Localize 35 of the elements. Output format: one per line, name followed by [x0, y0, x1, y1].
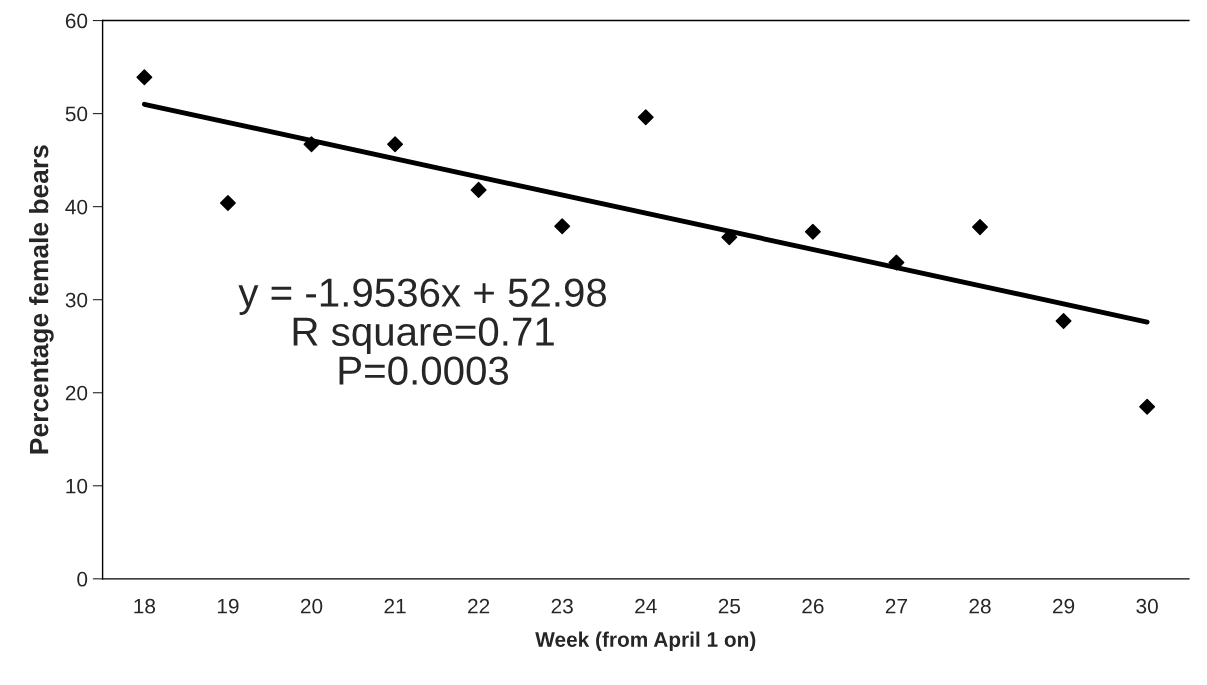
point: [554, 218, 571, 235]
point: [219, 194, 236, 211]
point: [888, 254, 905, 271]
annotation: y = -1.9536x + 52.98 R square=0.71 P=0.0003: [238, 278, 607, 385]
point: [470, 181, 487, 198]
point: [303, 136, 320, 153]
y-tick-label: 0: [77, 571, 88, 587]
x-tick-label: 26: [802, 598, 824, 614]
x-tick-label: 18: [134, 598, 156, 614]
x-tick-label: 29: [1053, 598, 1075, 614]
x-tick-label: 19: [217, 598, 239, 614]
point: [387, 136, 404, 153]
x-tick-label: 28: [969, 598, 991, 614]
point: [1139, 398, 1156, 415]
y-tick-label: 30: [65, 292, 88, 308]
point: [1055, 313, 1072, 330]
y-tick-label: 50: [65, 106, 88, 122]
x-tick-label: 21: [384, 598, 406, 614]
x-tick-label: 22: [468, 598, 490, 614]
y-tick-label: 40: [65, 199, 88, 215]
x-tick-label: 30: [1136, 598, 1158, 614]
x-tick-label: 27: [885, 598, 907, 614]
y-tick-label: 60: [65, 13, 88, 29]
x-tick-label: 24: [635, 598, 657, 614]
point: [637, 109, 654, 126]
x-tick-label: 20: [300, 598, 323, 614]
x-tick-label: 23: [551, 598, 573, 614]
y-tick-label: 20: [65, 385, 88, 401]
x-tick-label: 25: [718, 598, 741, 614]
y-axis-title: Percentage female bears: [29, 145, 54, 454]
y-tick-label: 10: [66, 478, 88, 494]
point: [136, 69, 153, 86]
point: [804, 223, 821, 240]
x-axis-title: Week (from April 1 on): [535, 631, 756, 651]
point: [972, 219, 988, 236]
